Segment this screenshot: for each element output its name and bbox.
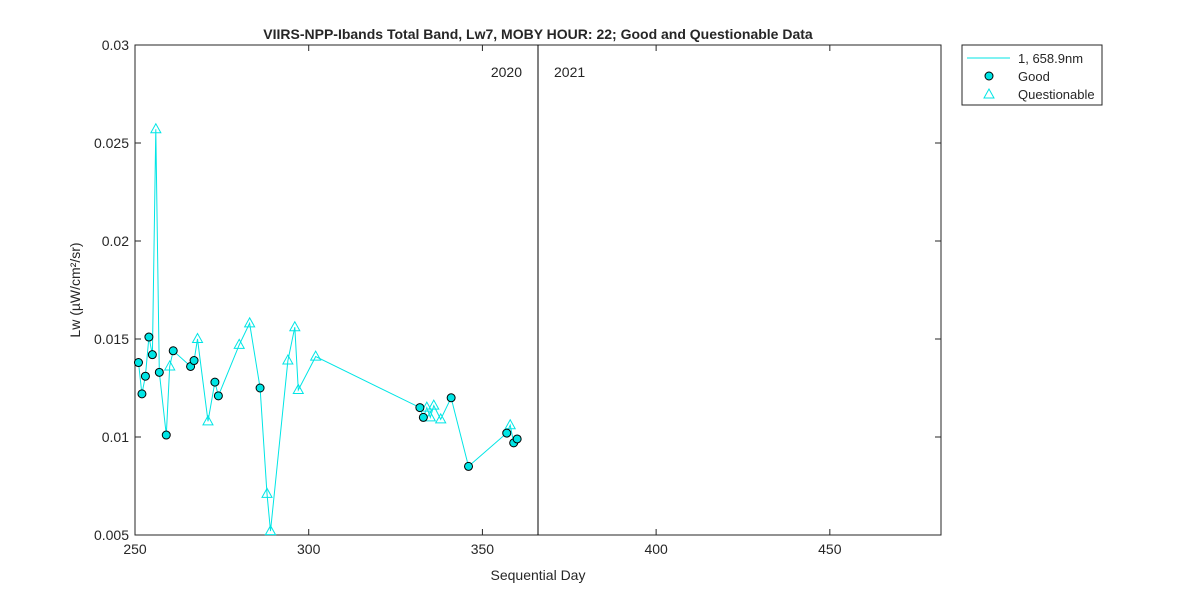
- good-point: [144, 332, 154, 342]
- y-axis: 0.005 0.01 0.015 0.02 0.025 0.03: [94, 37, 941, 543]
- good-point: [147, 350, 157, 360]
- good-point: [464, 461, 474, 471]
- good-point: [415, 403, 425, 413]
- good-point: [418, 412, 428, 422]
- good-point: [154, 367, 164, 377]
- y-tick-label: 0.02: [102, 233, 129, 249]
- questionable-point: [427, 399, 440, 410]
- questionable-point: [309, 350, 322, 361]
- x-axis: 250 300 350 400 450: [123, 45, 842, 557]
- questionable-point: [504, 418, 517, 430]
- legend-circle-swatch: [984, 71, 994, 81]
- questionable-point: [424, 410, 437, 422]
- y-tick-label: 0.025: [94, 135, 129, 151]
- questionable-point: [420, 401, 433, 412]
- chart-title: VIIRS-NPP-Ibands Total Band, Lw7, MOBY H…: [263, 26, 813, 42]
- legend: 1, 658.9nm Good Questionable: [961, 44, 1103, 106]
- y-tick-label: 0.01: [102, 429, 129, 445]
- questionable-point: [264, 524, 277, 536]
- x-tick-label: 400: [644, 541, 668, 557]
- good-point: [210, 377, 220, 387]
- questionable-point: [233, 338, 246, 349]
- good-point: [161, 430, 171, 440]
- questionable-point: [282, 354, 294, 365]
- good-point: [168, 346, 178, 356]
- good-point: [133, 358, 143, 368]
- questionable-point: [191, 332, 204, 343]
- good-point: [140, 371, 150, 381]
- good-point: [137, 389, 147, 399]
- good-point: [255, 383, 265, 393]
- good-point: [213, 391, 223, 401]
- questionable-point: [288, 320, 301, 332]
- year-divider: 2020 2021: [491, 45, 585, 535]
- good-point: [512, 434, 522, 444]
- legend-label-questionable: Questionable: [1018, 87, 1095, 102]
- y-tick-label: 0.03: [102, 37, 129, 53]
- questionable-point: [434, 412, 447, 424]
- year-label-left: 2020: [491, 64, 522, 80]
- questionable-point: [292, 383, 305, 394]
- year-label-right: 2021: [554, 64, 585, 80]
- legend-label-good: Good: [1018, 69, 1050, 84]
- questionable-point: [243, 316, 256, 328]
- questionable-point: [261, 487, 273, 498]
- x-tick-label: 450: [818, 541, 842, 557]
- good-point: [189, 356, 199, 366]
- y-tick-label: 0.005: [94, 527, 129, 543]
- good-point: [446, 393, 456, 403]
- x-tick-label: 300: [297, 541, 321, 557]
- questionable-point: [149, 122, 162, 134]
- good-point: [502, 428, 512, 438]
- x-axis-label: Sequential Day: [491, 567, 586, 583]
- x-tick-label: 350: [471, 541, 495, 557]
- legend-triangle-swatch: [983, 87, 995, 99]
- legend-label-line: 1, 658.9nm: [1018, 51, 1083, 66]
- x-tick-label: 250: [123, 541, 147, 557]
- questionable-point: [202, 414, 214, 426]
- y-axis-label: Lw (µW/cm²/sr): [67, 242, 83, 337]
- y-tick-label: 0.015: [94, 331, 129, 347]
- series-layer: [133, 122, 522, 536]
- questionable-point: [163, 359, 176, 371]
